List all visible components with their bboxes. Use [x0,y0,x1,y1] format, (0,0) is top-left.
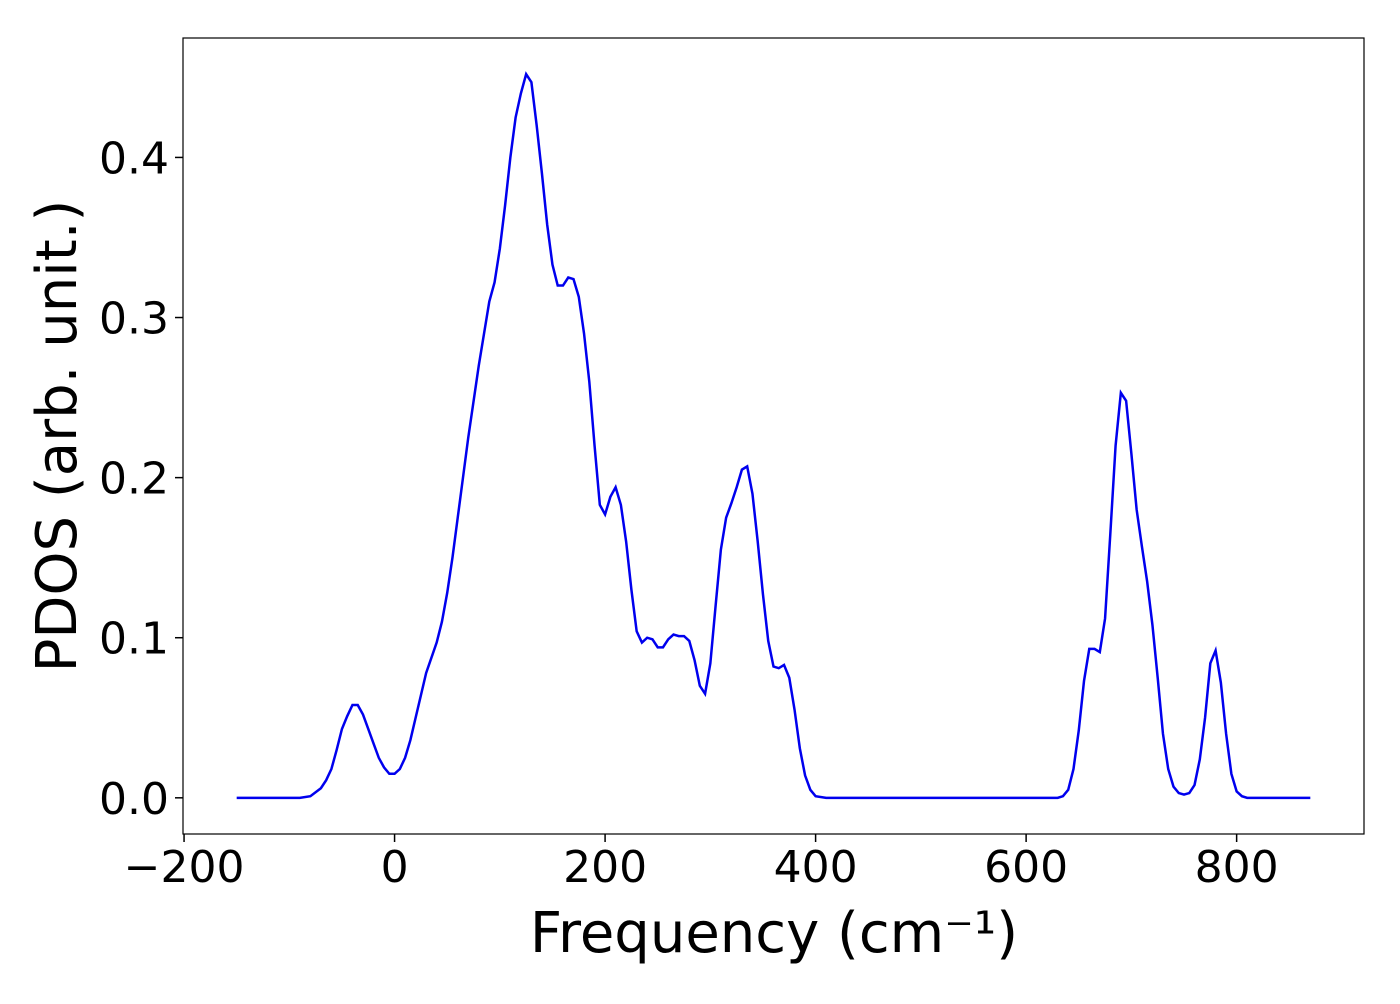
x-tick-label: 200 [563,842,647,893]
y-tick-label: 0.4 [99,133,169,184]
x-tick-label: 600 [984,842,1068,893]
x-tick-label: 0 [381,842,409,893]
x-tick-label: 400 [774,842,858,893]
y-tick-label: 0.3 [99,294,169,345]
x-tick-label: −200 [124,842,245,893]
x-axis-label: Frequency (cm⁻¹) [530,901,1018,966]
y-tick-label: 0.1 [99,614,169,665]
y-tick-label: 0.2 [99,454,169,505]
y-tick-label: 0.0 [99,774,169,825]
x-tick-label: 800 [1195,842,1279,893]
y-axis-label: PDOS (arb. unit.) [25,200,90,673]
data-line [236,71,1311,800]
plot-frame [182,37,1365,835]
